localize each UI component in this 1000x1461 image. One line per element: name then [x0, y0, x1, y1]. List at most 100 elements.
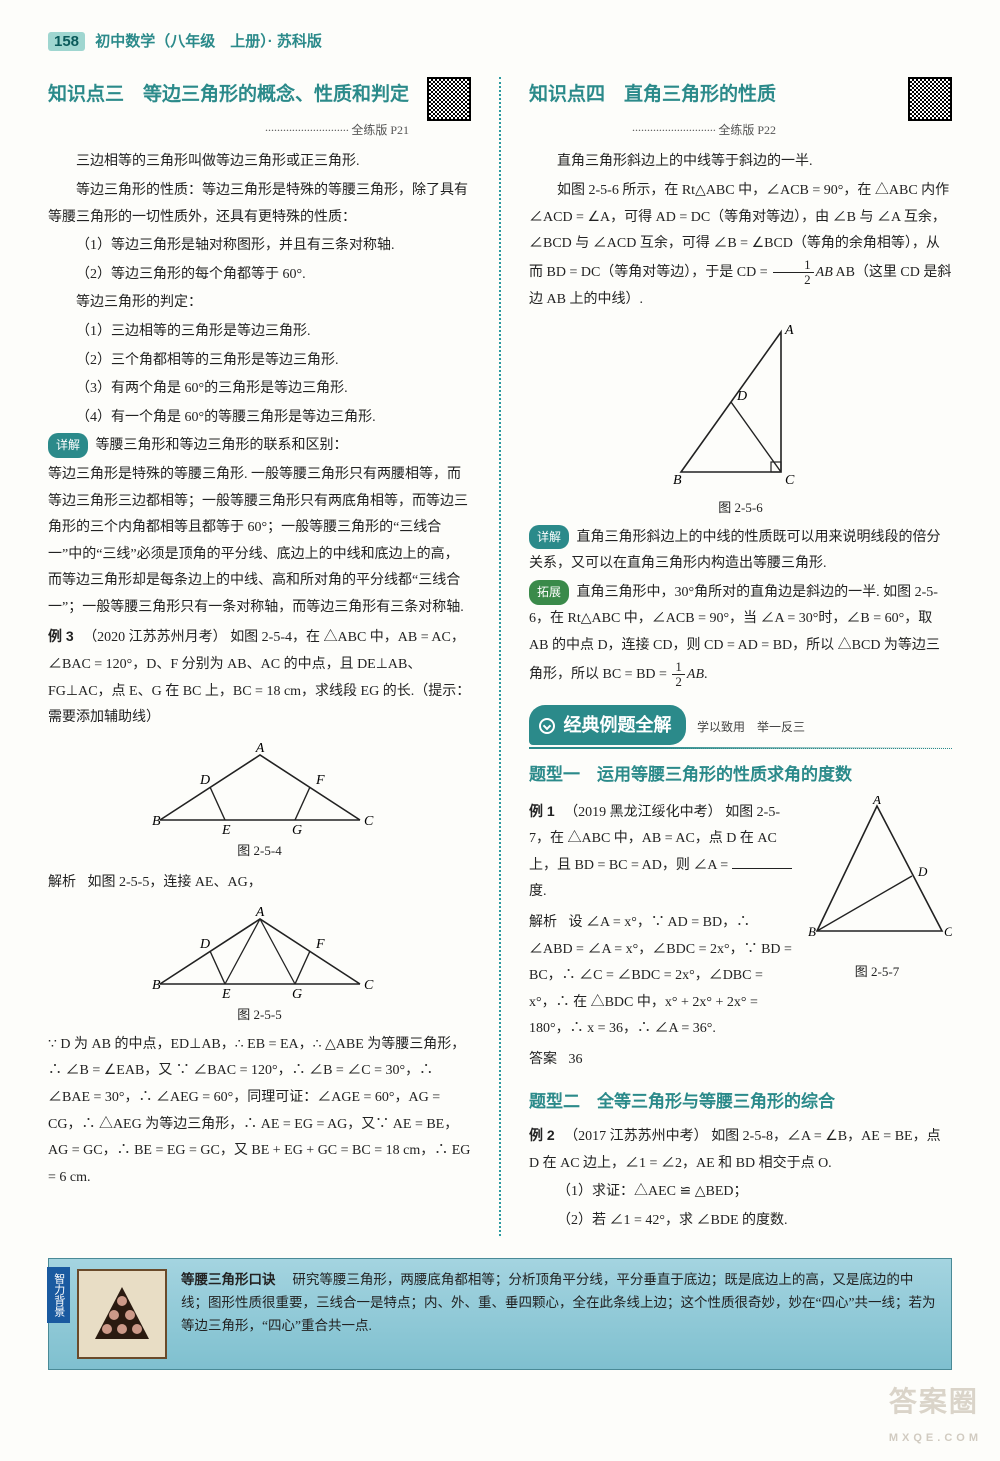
figure-2-5-7: A B C D 图 2-5-7 [802, 796, 952, 985]
right-intro: 直角三角形斜边上的中线等于斜边的一半. [529, 149, 952, 176]
column-divider [499, 77, 501, 1237]
footer-illustration [77, 1269, 167, 1359]
svg-text:B: B [673, 473, 682, 488]
figure-2-5-5: A B C D F E G 图 2-5-5 [48, 904, 471, 1028]
svg-text:D: D [199, 937, 210, 952]
detail-block: 详解 等腰三角形和等边三角形的联系和区别： [48, 433, 471, 460]
judge-4: （4）有一个角是 60°的等腰三角形是等边三角形. [48, 405, 471, 432]
qr-icon [908, 77, 952, 121]
example-3: 例 3 （2020 江苏苏州月考） 如图 2-5-4，在 △ABC 中，AB =… [48, 623, 471, 731]
example-3-source: （2020 江苏苏州月考） [83, 630, 227, 645]
right-triangle-figure: A B C D [651, 322, 831, 492]
topic-2-title: 题型二 全等三角形与等腰三角形的综合 [529, 1086, 952, 1118]
svg-text:F: F [315, 937, 325, 952]
svg-text:B: B [808, 924, 816, 939]
example-1-wrap: 例 1 （2019 黑龙江绥化中考） 如图 2-5-7，在 △ABC 中，AB … [529, 796, 952, 1076]
figure-7-caption: 图 2-5-7 [802, 960, 952, 985]
page: 158 初中数学（八年级 上册）· 苏科版 知识点三 等边三角形的概念、性质和判… [0, 0, 1000, 1461]
section-3-header: 知识点三 等边三角形的概念、性质和判定 ····················… [48, 77, 471, 142]
svg-text:D: D [917, 864, 928, 879]
svg-text:B: B [152, 978, 161, 993]
example-2: 例 2 （2017 江苏苏州中考） 如图 2-5-8，∠A = ∠B，AE = … [529, 1122, 952, 1177]
example-2-q1: （1）求证：△AEC ≌ △BED； [529, 1179, 952, 1206]
example-2-label: 例 2 [529, 1127, 555, 1143]
example-3-label: 例 3 [48, 628, 74, 644]
section-3-subref: ···························· 全练版 P21 [48, 119, 409, 142]
svg-text:C: C [785, 473, 795, 488]
page-number: 158 [48, 32, 85, 51]
svg-text:A: A [254, 741, 264, 756]
example-1-source: （2019 黑龙江绥化中考） [564, 805, 722, 820]
intro-1: 三边相等的三角形叫做等边三角形或正三角形. [48, 149, 471, 176]
detail-pill: 详解 [529, 525, 569, 550]
solution-intro: 解析 如图 2-5-5，连接 AE、AG， [48, 868, 471, 897]
banner-title: 经典例题全解 [529, 705, 686, 745]
svg-text:F: F [315, 773, 325, 788]
judge-2: （2）三个角都相等的三角形是等边三角形. [48, 348, 471, 375]
qr-icon [427, 77, 471, 121]
footer-title: 等腰三角形口诀 [181, 1272, 276, 1287]
examples-banner: 经典例题全解 学以致用 举一反三 [529, 705, 952, 749]
answer-blank [732, 855, 792, 869]
example-1-answer: 答案 36 [529, 1045, 792, 1074]
svg-text:B: B [152, 814, 161, 829]
fraction-half: 12 [773, 258, 814, 288]
svg-text:C: C [364, 814, 374, 829]
fraction-half: 12 [672, 660, 685, 690]
topic-1-title: 题型一 运用等腰三角形的性质求角的度数 [529, 759, 952, 791]
svg-text:G: G [292, 823, 302, 835]
svg-text:G: G [292, 987, 302, 999]
svg-text:E: E [221, 987, 231, 999]
svg-text:A: A [254, 905, 264, 920]
two-column-layout: 知识点三 等边三角形的概念、性质和判定 ····················… [48, 77, 952, 1237]
page-title: 初中数学（八年级 上册）· 苏科版 [95, 33, 322, 50]
section-4-title: 知识点四 直角三角形的性质 [529, 77, 776, 113]
right-column: 知识点四 直角三角形的性质 ··························… [529, 77, 952, 1237]
figure-2-5-6: A B C D 图 2-5-6 [529, 322, 952, 521]
judge-1: （1）三边相等的三角形是等边三角形. [48, 319, 471, 346]
detail-body: 等边三角形是特殊的等腰三角形. 一般等腰三角形只有两腰相等，而等边三角形三边都相… [48, 462, 471, 622]
solution-label: 解析 [529, 913, 557, 929]
triangle-figure-5: A B C D F E G [140, 904, 380, 999]
svg-text:A: A [784, 323, 794, 338]
solution-label: 解析 [48, 873, 76, 889]
answer-label: 答案 [529, 1050, 557, 1066]
svg-text:C: C [944, 924, 952, 939]
watermark: 答案圈 MXQE.COM [889, 1375, 982, 1449]
svg-text:A: A [872, 796, 881, 807]
svg-text:C: C [364, 978, 374, 993]
left-column: 知识点三 等边三角形的概念、性质和判定 ····················… [48, 77, 471, 1237]
figure-2-5-4: A B C D F E G 图 2-5-4 [48, 740, 471, 864]
judge-title: 等边三角形的判定： [48, 290, 471, 317]
figure-5-caption: 图 2-5-5 [48, 1003, 471, 1028]
footer-text: 等腰三角形口诀 研究等腰三角形，两腰底角都相等；分析顶角平分线，平分垂直于底边；… [181, 1269, 937, 1338]
svg-text:D: D [736, 389, 747, 404]
extend-pill: 拓展 [529, 580, 569, 605]
section-4-header: 知识点四 直角三角形的性质 ··························… [529, 77, 952, 142]
figure-4-caption: 图 2-5-4 [48, 839, 471, 864]
example-1: 例 1 （2019 黑龙江绥化中考） 如图 2-5-7，在 △ABC 中，AB … [529, 798, 792, 906]
intro-2: 等边三角形的性质：等边三角形是特殊的等腰三角形，除了具有等腰三角形的一切性质外，… [48, 178, 471, 231]
section-4-subref: ···························· 全练版 P22 [529, 119, 776, 142]
page-header: 158 初中数学（八年级 上册）· 苏科版 [48, 28, 952, 57]
triangle-figure-4: A B C D F E G [140, 740, 380, 835]
example-1-label: 例 1 [529, 803, 555, 819]
prop-2: （2）等边三角形的每个角都等于 60°. [48, 262, 471, 289]
example-2-q2: （2）若 ∠1 = 42°，求 ∠BDE 的度数. [529, 1208, 952, 1235]
footer-tip-box: 智力背景 等腰三角形口诀 研究等腰三角形，两腰底角都相等；分析顶角平分线，平分垂… [48, 1258, 952, 1370]
svg-text:E: E [221, 823, 231, 835]
footer-body: 研究等腰三角形，两腰底角都相等；分析顶角平分线，平分垂直于底边；既是底边上的高，… [181, 1272, 935, 1333]
example-1-solution: 解析 设 ∠A = x°，∵ AD = BD，∴ ∠ABD = ∠A = x°，… [529, 908, 792, 1043]
svg-text:D: D [199, 773, 210, 788]
right-extend: 拓展 直角三角形中，30°角所对的直角边是斜边的一半. 如图 2-5-6，在 R… [529, 580, 952, 689]
detail-pill: 详解 [48, 433, 88, 458]
judge-3: （3）有两个角是 60°的三角形是等边三角形. [48, 376, 471, 403]
section-3-title: 知识点三 等边三角形的概念、性质和判定 [48, 77, 409, 113]
footer-tab: 智力背景 [47, 1267, 70, 1323]
right-body-1: 如图 2-5-6 所示，在 Rt△ABC 中，∠ACB = 90°，在 △ABC… [529, 178, 952, 314]
figure-6-caption: 图 2-5-6 [529, 496, 952, 521]
example-2-source: （2017 江苏苏州中考） [564, 1129, 708, 1144]
banner-tag: 学以致用 举一反三 [697, 720, 805, 734]
solution-body: ∵ D 为 AB 的中点，ED⊥AB，∴ EB = EA，∴ △ABE 为等腰三… [48, 1032, 471, 1192]
prop-1: （1）等边三角形是轴对称图形，并且有三条对称轴. [48, 233, 471, 260]
